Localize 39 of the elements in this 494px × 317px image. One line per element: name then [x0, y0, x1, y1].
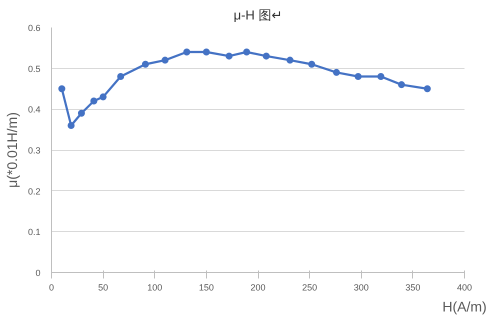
x-tick-label: 0 — [48, 282, 54, 292]
point — [68, 122, 75, 129]
y-tick-label: 0.3 — [28, 146, 41, 156]
point — [377, 73, 384, 80]
y-tick-label: 0.5 — [28, 64, 41, 74]
x-tick-label: 100 — [147, 282, 162, 292]
chart-title: μ-H 图↵ — [234, 8, 282, 22]
point — [226, 52, 233, 60]
point — [183, 48, 190, 56]
x-tick-label: 350 — [405, 282, 420, 292]
x-tick-label: 400 — [456, 282, 472, 292]
y-tick-label: 0.1 — [28, 227, 41, 238]
point — [262, 52, 270, 60]
point — [243, 48, 250, 56]
point — [78, 110, 85, 117]
point — [202, 48, 210, 56]
point — [308, 60, 316, 68]
x-tick-label: 150 — [198, 282, 214, 292]
y-tick-label: 0.4 — [28, 104, 41, 115]
point — [162, 56, 169, 64]
point — [286, 56, 294, 64]
point — [332, 68, 340, 76]
x-tick-label: 300 — [354, 282, 369, 292]
point — [424, 85, 431, 92]
point — [398, 81, 406, 88]
y-tick-label: 0 — [35, 268, 41, 278]
y-tick-label: 0.2 — [28, 186, 41, 196]
x-axis-title: H(A/m) — [442, 298, 487, 314]
point — [100, 93, 107, 100]
x-tick-label: 50 — [98, 282, 108, 292]
y-axis-title: μ(*0.01H/m) — [4, 112, 20, 188]
x-tick-label: 250 — [302, 282, 318, 292]
x-tick-label: 200 — [250, 282, 266, 292]
point — [142, 60, 149, 68]
point — [117, 73, 124, 80]
point — [354, 73, 362, 80]
point — [58, 85, 66, 92]
point — [90, 98, 98, 104]
y-tick-label: 0.6 — [28, 23, 41, 33]
